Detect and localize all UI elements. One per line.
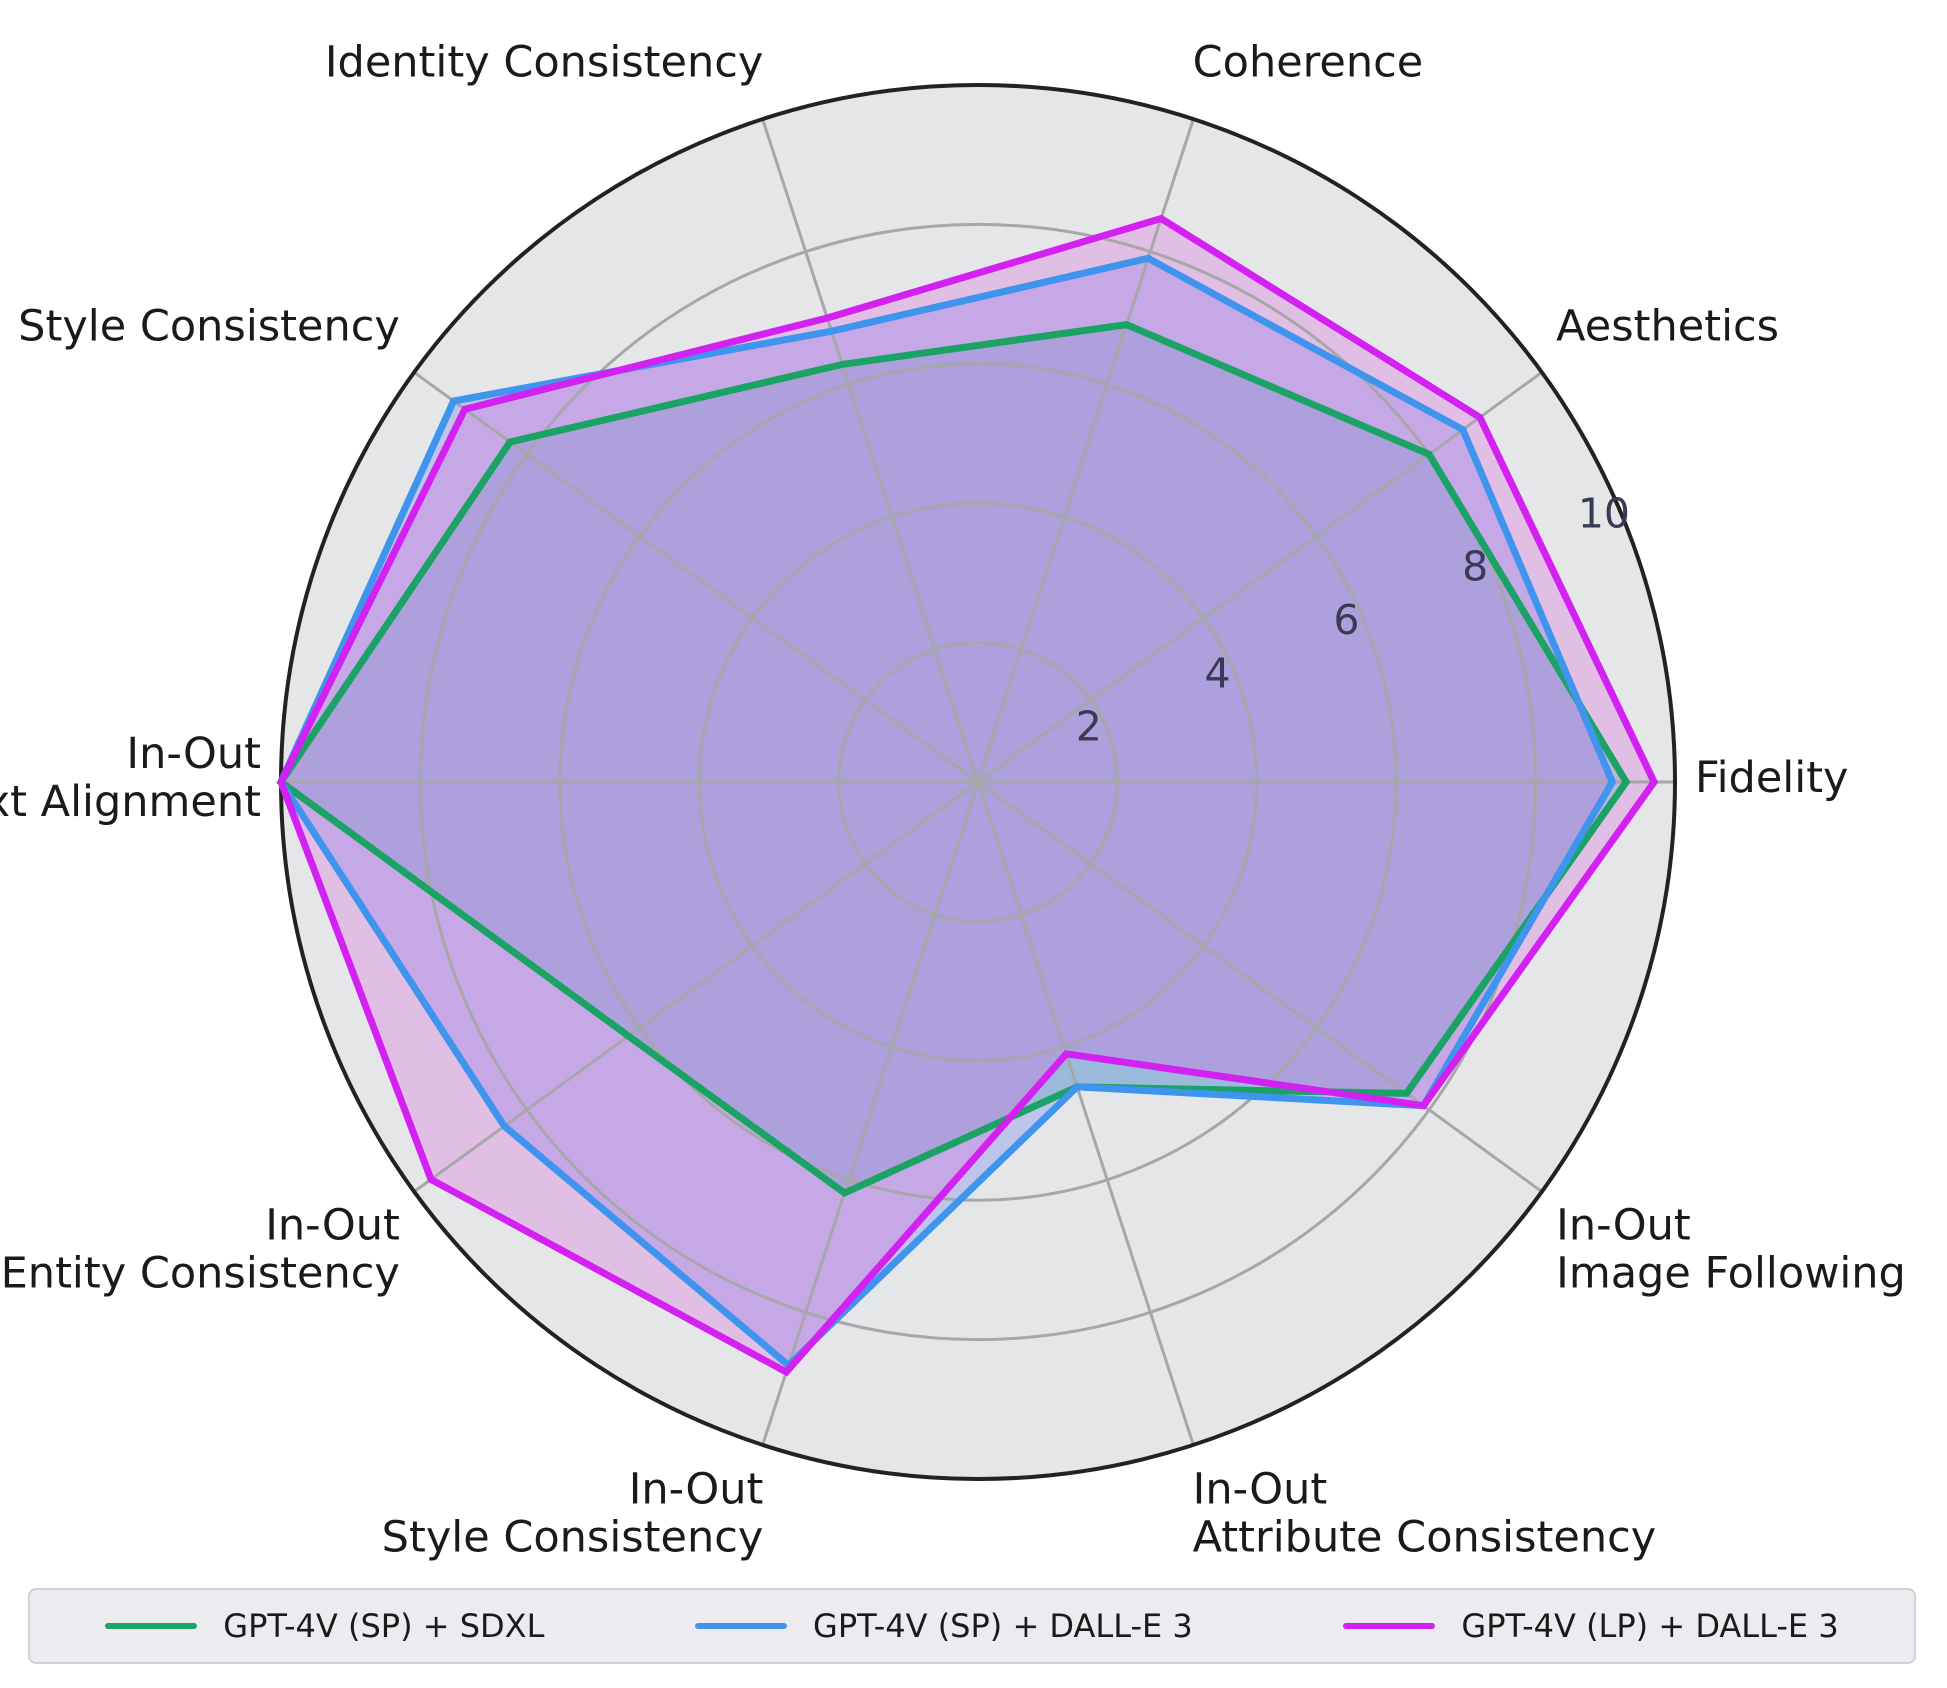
axis-label: In-Out Style Consistency [382,1464,764,1562]
series-area-3 [281,218,1655,1372]
axis-label: Fidelity [1695,753,1849,803]
legend-label: GPT-4V (SP) + SDXL [223,1607,545,1645]
grid-spoke [761,781,980,1446]
legend-swatch [1343,1623,1436,1629]
radial-tick-label: 8 [1462,543,1488,591]
legend-item: GPT-4V (LP) + DALL-E 3 [1343,1607,1839,1645]
grid-spoke [413,780,979,1193]
series-line-3 [277,214,1659,1377]
legend-swatch [695,1623,788,1629]
axis-label: Style Consistency [18,302,400,352]
axis-label: In-Out Entity Consistency [1,1200,400,1298]
radar-chart: 2 4 6 8 10 Fidelity Aesthetics Coherence Identi… [0,38,1906,1563]
axis-label: In-OutText Alignment [0,729,261,827]
axis-label: Aesthetics [1556,302,1779,352]
legend-label: GPT-4V (LP) + DALL-E 3 [1461,1607,1839,1645]
grid-spoke [976,781,1195,1446]
grid-spoke [977,371,1543,784]
legend-swatch [105,1623,198,1629]
legend: GPT-4V (SP) + SDXL GPT-4V (SP) + DALL-E 3… [28,1588,1916,1664]
axis-label: In-Out Image Following [1556,1200,1906,1298]
axis-label: Identity Consistency [325,38,763,88]
radial-tick-label: 4 [1205,649,1231,697]
axis-label: In-Out Attribute Consistency [1193,1464,1657,1562]
series-area-1 [281,324,1627,1194]
radial-tick-label: 2 [1076,703,1102,751]
legend-label: GPT-4V (SP) + DALL-E 3 [813,1607,1193,1645]
legend-item: GPT-4V (SP) + SDXL [105,1607,544,1645]
radial-tick-label: 6 [1333,596,1359,644]
radial-tick-label: 10 [1578,489,1630,537]
grid-spoke [977,780,1543,1193]
grid-spoke [976,118,1195,783]
grid-spoke [761,118,980,783]
axis-label: Coherence [1193,38,1424,88]
legend-item: GPT-4V (SP) + DALL-E 3 [695,1607,1193,1645]
